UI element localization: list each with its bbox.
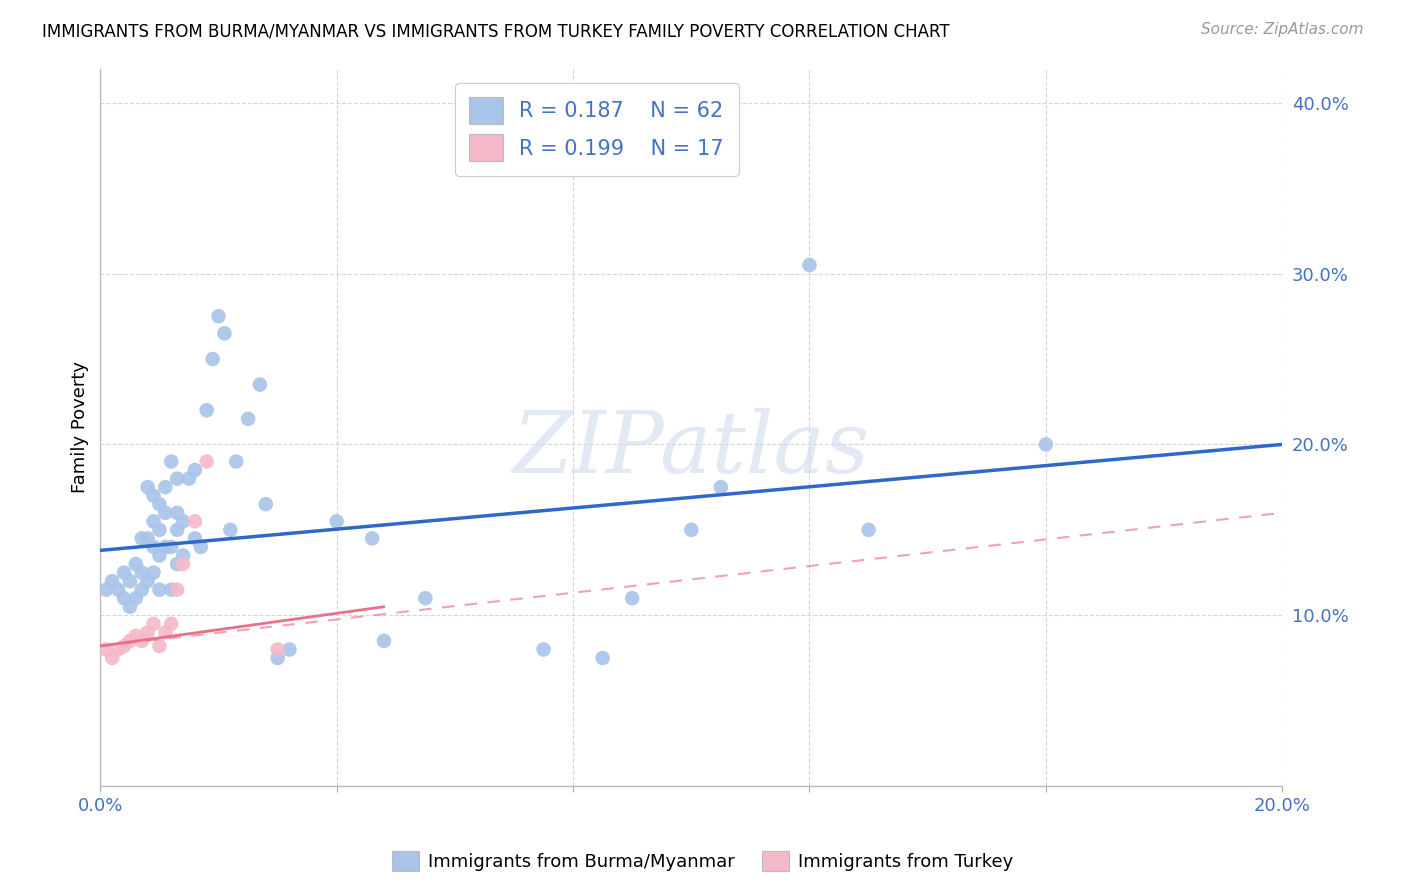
Point xyxy=(136,574,159,588)
Point xyxy=(155,480,177,494)
Point xyxy=(142,540,165,554)
Point xyxy=(177,472,200,486)
Point xyxy=(112,639,135,653)
Point xyxy=(249,377,271,392)
Point xyxy=(148,523,170,537)
Point xyxy=(214,326,236,341)
Point xyxy=(166,523,188,537)
Point xyxy=(112,566,135,580)
Point xyxy=(142,566,165,580)
Point xyxy=(136,532,159,546)
Point xyxy=(118,599,141,614)
Legend: Immigrants from Burma/Myanmar, Immigrants from Turkey: Immigrants from Burma/Myanmar, Immigrant… xyxy=(385,844,1021,879)
Point xyxy=(131,532,153,546)
Point xyxy=(125,629,148,643)
Point xyxy=(160,582,183,597)
Point xyxy=(125,591,148,606)
Point xyxy=(184,532,207,546)
Point xyxy=(195,454,218,468)
Point xyxy=(136,625,159,640)
Point xyxy=(148,549,170,563)
Point xyxy=(96,642,118,657)
Point xyxy=(225,454,247,468)
Point xyxy=(621,591,644,606)
Point xyxy=(142,514,165,528)
Point xyxy=(148,639,170,653)
Point xyxy=(148,582,170,597)
Point xyxy=(184,463,207,477)
Text: Source: ZipAtlas.com: Source: ZipAtlas.com xyxy=(1201,22,1364,37)
Point xyxy=(266,651,288,665)
Point xyxy=(155,540,177,554)
Point xyxy=(136,480,159,494)
Point xyxy=(101,574,124,588)
Point xyxy=(278,642,301,657)
Point xyxy=(373,634,395,648)
Point xyxy=(415,591,437,606)
Point xyxy=(195,403,218,417)
Point xyxy=(858,523,880,537)
Point xyxy=(107,642,129,657)
Point xyxy=(125,557,148,571)
Point xyxy=(118,574,141,588)
Point xyxy=(266,642,288,657)
Text: IMMIGRANTS FROM BURMA/MYANMAR VS IMMIGRANTS FROM TURKEY FAMILY POVERTY CORRELATI: IMMIGRANTS FROM BURMA/MYANMAR VS IMMIGRA… xyxy=(42,22,950,40)
Point xyxy=(107,582,129,597)
Point xyxy=(155,625,177,640)
Point xyxy=(142,616,165,631)
Point xyxy=(190,540,212,554)
Point xyxy=(172,557,194,571)
Point xyxy=(148,497,170,511)
Point xyxy=(592,651,614,665)
Point xyxy=(799,258,821,272)
Point xyxy=(142,489,165,503)
Point xyxy=(131,566,153,580)
Point xyxy=(118,634,141,648)
Point xyxy=(710,480,733,494)
Text: ZIPatlas: ZIPatlas xyxy=(513,408,870,491)
Point xyxy=(681,523,703,537)
Point xyxy=(112,591,135,606)
Point xyxy=(160,540,183,554)
Legend: R = 0.187    N = 62, R = 0.199    N = 17: R = 0.187 N = 62, R = 0.199 N = 17 xyxy=(456,83,738,176)
Point xyxy=(166,582,188,597)
Point xyxy=(172,514,194,528)
Point xyxy=(160,616,183,631)
Point xyxy=(236,411,259,425)
Point xyxy=(533,642,555,657)
Point xyxy=(1035,437,1057,451)
Point xyxy=(131,582,153,597)
Point xyxy=(219,523,242,537)
Point xyxy=(166,506,188,520)
Point xyxy=(361,532,384,546)
Point xyxy=(101,651,124,665)
Point xyxy=(207,310,229,324)
Point xyxy=(325,514,347,528)
Point xyxy=(166,557,188,571)
Point xyxy=(96,582,118,597)
Point xyxy=(155,506,177,520)
Point xyxy=(254,497,277,511)
Point xyxy=(184,514,207,528)
Point xyxy=(166,472,188,486)
Point xyxy=(172,549,194,563)
Point xyxy=(201,351,224,366)
Point xyxy=(160,454,183,468)
Y-axis label: Family Poverty: Family Poverty xyxy=(72,361,89,493)
Point xyxy=(131,634,153,648)
